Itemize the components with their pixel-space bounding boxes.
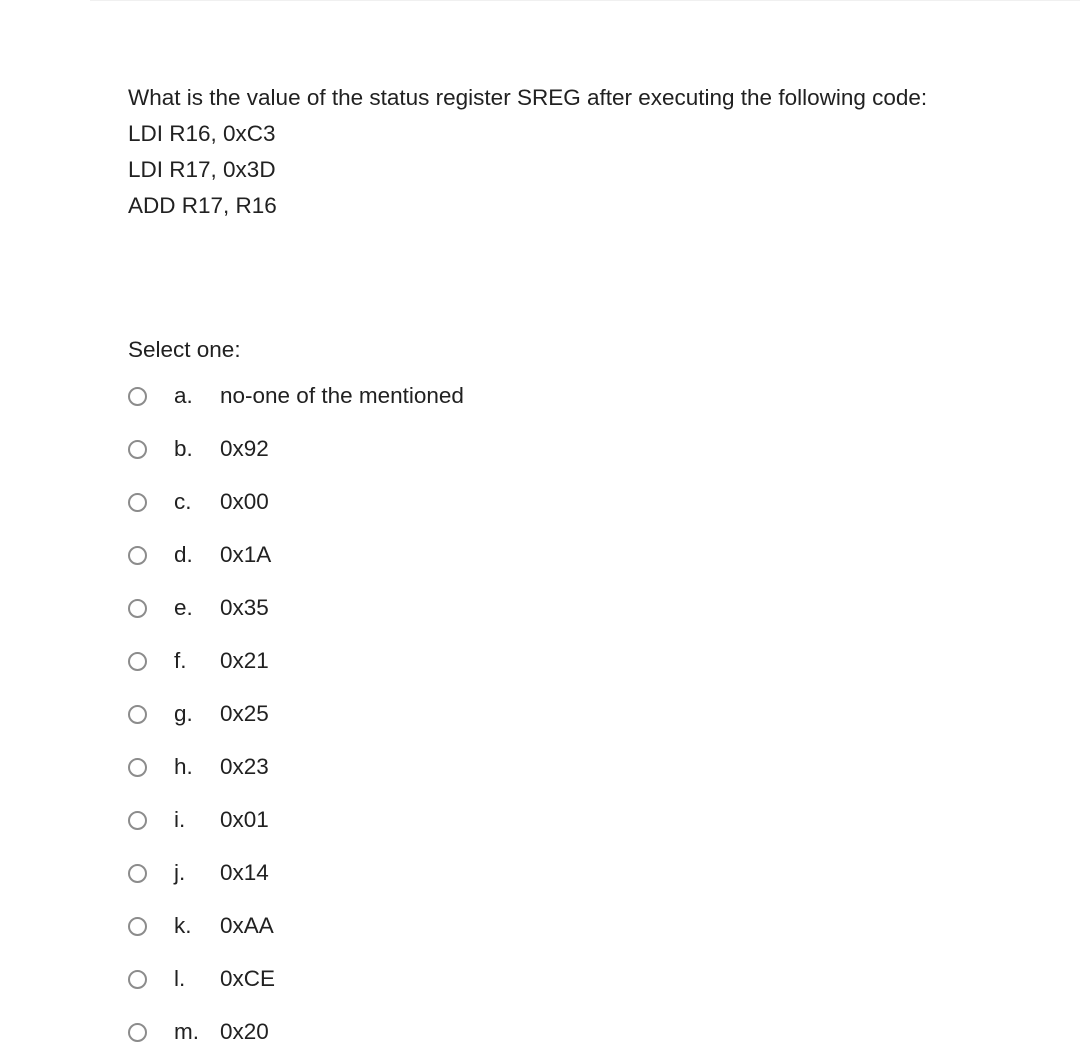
option-letter: h. (174, 753, 220, 781)
option-k[interactable]: k. 0xAA (128, 912, 960, 940)
radio-wrap (128, 490, 174, 509)
option-a-radio[interactable] (128, 387, 147, 406)
option-text: 0x14 (220, 859, 269, 887)
option-text: 0x1A (220, 541, 271, 569)
select-one-label: Select one: (128, 334, 960, 366)
option-letter: g. (174, 700, 220, 728)
option-text: 0x92 (220, 435, 269, 463)
option-letter: f. (174, 647, 220, 675)
option-k-radio[interactable] (128, 917, 147, 936)
option-text: no-one of the mentioned (220, 382, 464, 410)
option-a[interactable]: a. no-one of the mentioned (128, 382, 960, 410)
option-letter: l. (174, 965, 220, 993)
question-lead: What is the value of the status register… (128, 80, 960, 116)
radio-wrap (128, 543, 174, 562)
radio-wrap (128, 649, 174, 668)
code-line-2: ADD R17, R16 (128, 188, 960, 224)
option-f-radio[interactable] (128, 652, 147, 671)
option-letter: m. (174, 1018, 220, 1046)
option-letter: j. (174, 859, 220, 887)
radio-wrap (128, 967, 174, 986)
option-b[interactable]: b. 0x92 (128, 435, 960, 463)
option-m-radio[interactable] (128, 1023, 147, 1042)
option-i-radio[interactable] (128, 811, 147, 830)
radio-wrap (128, 596, 174, 615)
option-b-radio[interactable] (128, 440, 147, 459)
option-e[interactable]: e. 0x35 (128, 594, 960, 622)
option-m[interactable]: m. 0x20 (128, 1018, 960, 1046)
options-list: a. no-one of the mentioned b. 0x92 c. 0x… (128, 382, 960, 1046)
option-letter: i. (174, 806, 220, 834)
option-text: 0x21 (220, 647, 269, 675)
option-text: 0x00 (220, 488, 269, 516)
radio-wrap (128, 914, 174, 933)
option-c[interactable]: c. 0x00 (128, 488, 960, 516)
option-letter: b. (174, 435, 220, 463)
question-container: What is the value of the status register… (0, 0, 960, 1046)
option-text: 0x01 (220, 806, 269, 834)
code-line-0: LDI R16, 0xC3 (128, 116, 960, 152)
option-text: 0x35 (220, 594, 269, 622)
option-j[interactable]: j. 0x14 (128, 859, 960, 887)
option-letter: a. (174, 382, 220, 410)
option-i[interactable]: i. 0x01 (128, 806, 960, 834)
option-letter: k. (174, 912, 220, 940)
option-d-radio[interactable] (128, 546, 147, 565)
top-divider (90, 0, 1080, 1)
option-e-radio[interactable] (128, 599, 147, 618)
code-line-1: LDI R17, 0x3D (128, 152, 960, 188)
option-l-radio[interactable] (128, 970, 147, 989)
radio-wrap (128, 702, 174, 721)
option-text: 0x20 (220, 1018, 269, 1046)
radio-wrap (128, 755, 174, 774)
option-c-radio[interactable] (128, 493, 147, 512)
option-text: 0x23 (220, 753, 269, 781)
option-g[interactable]: g. 0x25 (128, 700, 960, 728)
option-letter: d. (174, 541, 220, 569)
radio-wrap (128, 808, 174, 827)
option-text: 0x25 (220, 700, 269, 728)
option-text: 0xAA (220, 912, 274, 940)
option-h-radio[interactable] (128, 758, 147, 777)
option-text: 0xCE (220, 965, 275, 993)
radio-wrap (128, 861, 174, 880)
option-f[interactable]: f. 0x21 (128, 647, 960, 675)
option-letter: e. (174, 594, 220, 622)
option-letter: c. (174, 488, 220, 516)
question-stem: What is the value of the status register… (128, 80, 960, 224)
option-g-radio[interactable] (128, 705, 147, 724)
radio-wrap (128, 437, 174, 456)
option-d[interactable]: d. 0x1A (128, 541, 960, 569)
option-h[interactable]: h. 0x23 (128, 753, 960, 781)
radio-wrap (128, 384, 174, 403)
option-l[interactable]: l. 0xCE (128, 965, 960, 993)
radio-wrap (128, 1020, 174, 1039)
option-j-radio[interactable] (128, 864, 147, 883)
